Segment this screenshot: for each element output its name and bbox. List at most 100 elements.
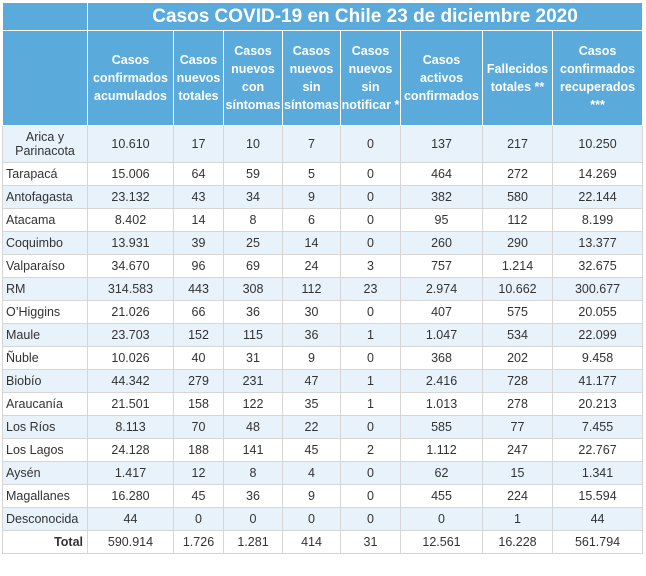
value-cell: 0 — [340, 185, 401, 209]
value-cell: 13.377 — [551, 231, 644, 255]
value-cell: 30 — [282, 300, 341, 324]
value-cell: 152 — [173, 323, 224, 347]
value-cell: 8.199 — [551, 208, 644, 232]
region-name-cell: Coquimbo — [2, 231, 88, 255]
column-header: Casos nuevos sin síntomas — [282, 30, 341, 126]
value-cell: 44 — [87, 507, 174, 531]
value-cell: 10.662 — [482, 277, 553, 301]
value-cell: 443 — [173, 277, 224, 301]
value-cell: 2 — [340, 438, 401, 462]
value-cell: 69 — [223, 254, 283, 278]
value-cell: 96 — [173, 254, 224, 278]
value-cell: 1.341 — [551, 461, 644, 485]
region-name-cell: Biobío — [2, 369, 88, 393]
region-name-cell: Araucanía — [2, 392, 88, 416]
value-cell: 70 — [173, 415, 224, 439]
value-cell: 21.026 — [87, 300, 174, 324]
value-cell: 20.213 — [551, 392, 644, 416]
value-cell: 757 — [400, 254, 483, 278]
region-name-cell: Ñuble — [2, 346, 88, 370]
value-cell: 300.677 — [551, 277, 644, 301]
title-corner-cell — [2, 2, 88, 31]
value-cell: 66 — [173, 300, 224, 324]
value-cell: 1 — [340, 392, 401, 416]
column-header: Casos nuevos totales — [173, 30, 224, 126]
value-cell: 44 — [551, 507, 644, 531]
region-name-cell: Desconocida — [2, 507, 88, 531]
value-cell: 14 — [282, 231, 341, 255]
value-cell: 4 — [282, 461, 341, 485]
column-header: Casos confirmados recuperados *** — [551, 30, 644, 126]
region-name-cell: Los Lagos — [2, 438, 88, 462]
header-row: Casos confirmados acumulados Casos nuevo… — [2, 30, 644, 126]
value-cell: 0 — [340, 208, 401, 232]
region-name-cell: O’Higgins — [2, 300, 88, 324]
value-cell: 122 — [223, 392, 283, 416]
region-name-cell: Magallanes — [2, 484, 88, 508]
value-cell: 202 — [482, 346, 553, 370]
value-cell: 10.250 — [551, 125, 644, 163]
value-cell: 36 — [223, 300, 283, 324]
total-label: Total — [2, 530, 88, 554]
value-cell: 464 — [400, 162, 483, 186]
total-value-cell: 1.281 — [223, 530, 283, 554]
value-cell: 1.047 — [400, 323, 483, 347]
value-cell: 0 — [223, 507, 283, 531]
value-cell: 6 — [282, 208, 341, 232]
value-cell: 217 — [482, 125, 553, 163]
column-header: Casos activos confirmados — [400, 30, 483, 126]
value-cell: 112 — [282, 277, 341, 301]
total-row: Total 590.914 1.726 1.281 414 31 12.561 16.228 5… — [2, 530, 644, 554]
value-cell: 0 — [340, 125, 401, 163]
value-cell: 7 — [282, 125, 341, 163]
region-name-cell: Los Ríos — [2, 415, 88, 439]
value-cell: 22 — [282, 415, 341, 439]
value-cell: 36 — [282, 323, 341, 347]
table-row: Biobío 44.342 279 231 47 1 2.416 728 41.177 — [2, 369, 644, 393]
column-header: Casos nuevos sin notificar * — [340, 30, 401, 126]
value-cell: 247 — [482, 438, 553, 462]
value-cell: 0 — [340, 162, 401, 186]
value-cell: 278 — [482, 392, 553, 416]
table-body: Arica y Parinacota 10.610 17 10 7 0 137 217 10.2… — [2, 125, 644, 554]
value-cell: 48 — [223, 415, 283, 439]
value-cell: 575 — [482, 300, 553, 324]
value-cell: 0 — [400, 507, 483, 531]
value-cell: 0 — [173, 507, 224, 531]
value-cell: 24 — [282, 254, 341, 278]
table-row: Araucanía 21.501 158 122 35 1 1.013 278 20.213 — [2, 392, 644, 416]
value-cell: 31 — [223, 346, 283, 370]
value-cell: 36 — [223, 484, 283, 508]
value-cell: 59 — [223, 162, 283, 186]
value-cell: 23 — [340, 277, 401, 301]
value-cell: 0 — [282, 507, 341, 531]
value-cell: 2.416 — [400, 369, 483, 393]
value-cell: 141 — [223, 438, 283, 462]
value-cell: 0 — [340, 484, 401, 508]
value-cell: 158 — [173, 392, 224, 416]
table-row: Antofagasta 23.132 43 34 9 0 382 580 22.144 — [2, 185, 644, 209]
value-cell: 8 — [223, 461, 283, 485]
value-cell: 1 — [340, 323, 401, 347]
table-row: Magallanes 16.280 45 36 9 0 455 224 15.594 — [2, 484, 644, 508]
value-cell: 279 — [173, 369, 224, 393]
value-cell: 407 — [400, 300, 483, 324]
value-cell: 382 — [400, 185, 483, 209]
value-cell: 23.132 — [87, 185, 174, 209]
value-cell: 0 — [340, 415, 401, 439]
total-value-cell: 561.794 — [551, 530, 644, 554]
value-cell: 15.006 — [87, 162, 174, 186]
value-cell: 0 — [340, 461, 401, 485]
table-row: Ñuble 10.026 40 31 9 0 368 202 9.458 — [2, 346, 644, 370]
total-value-cell: 590.914 — [87, 530, 174, 554]
value-cell: 40 — [173, 346, 224, 370]
value-cell: 35 — [282, 392, 341, 416]
value-cell: 1.214 — [482, 254, 553, 278]
value-cell: 39 — [173, 231, 224, 255]
total-value-cell: 31 — [340, 530, 401, 554]
value-cell: 0 — [340, 300, 401, 324]
value-cell: 1 — [340, 369, 401, 393]
value-cell: 728 — [482, 369, 553, 393]
value-cell: 112 — [482, 208, 553, 232]
value-cell: 16.280 — [87, 484, 174, 508]
